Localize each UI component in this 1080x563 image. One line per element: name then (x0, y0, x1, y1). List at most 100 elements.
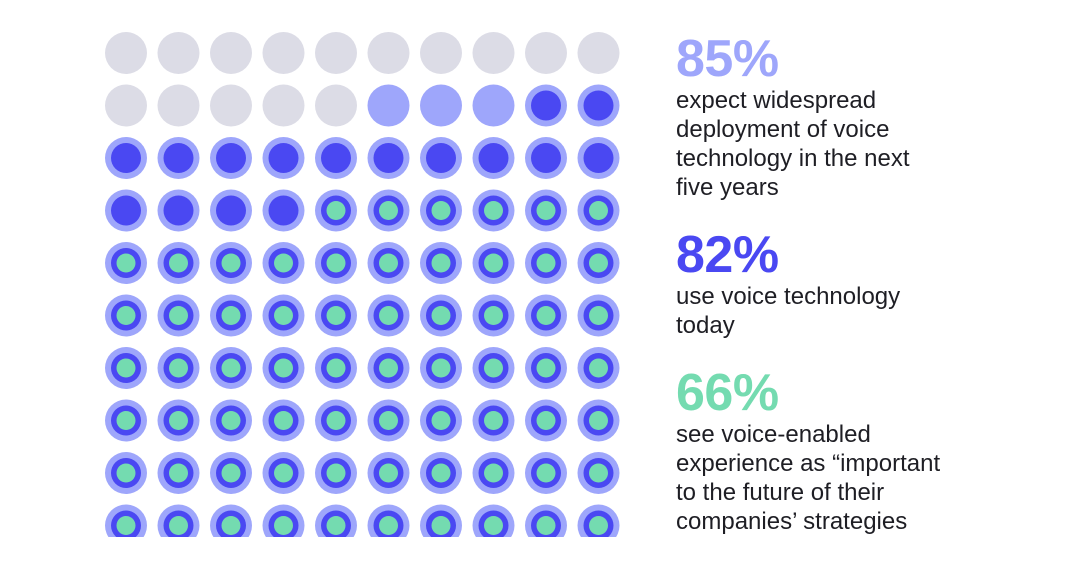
waffle-cell (525, 504, 567, 537)
stat-85-line: deployment of voice (676, 116, 890, 143)
waffle-cell (367, 504, 410, 537)
waffle-ring-66 (274, 253, 293, 273)
waffle-ring-66 (484, 358, 503, 378)
waffle-cell (105, 84, 147, 127)
waffle-cell (262, 399, 305, 442)
waffle-ring-66 (431, 516, 451, 535)
waffle-ring-82 (163, 143, 194, 173)
waffle-ring-66 (589, 463, 608, 483)
waffle-cell (315, 84, 357, 127)
waffle-cell (157, 504, 200, 537)
waffle-ring-66 (326, 201, 346, 220)
waffle-cell (525, 84, 567, 127)
waffle-cell (577, 32, 620, 74)
waffle-cell (367, 137, 410, 179)
waffle-chart (105, 32, 620, 537)
waffle-ring-66 (431, 411, 451, 430)
waffle-ring-66 (169, 463, 188, 483)
waffle-cell (315, 189, 357, 232)
waffle-ring-66 (431, 306, 451, 325)
waffle-ring-66 (326, 358, 346, 378)
waffle-cell (472, 32, 515, 74)
waffle-ring-66 (484, 201, 503, 220)
waffle-cell (420, 399, 462, 442)
waffle-cell-empty (210, 84, 252, 127)
waffle-cell (105, 294, 147, 337)
stat-85-block: 85% expect widespread deployment of voic… (676, 32, 1066, 202)
waffle-cell (105, 399, 147, 442)
waffle-cell (315, 347, 357, 389)
waffle-cell (577, 399, 620, 442)
waffle-ring-66 (116, 411, 136, 430)
waffle-ring-66 (116, 306, 136, 325)
waffle-cell (157, 84, 200, 127)
waffle-cell-empty (262, 84, 305, 127)
waffle-cell (420, 84, 462, 127)
stat-66-line: experience as “important (676, 450, 941, 477)
waffle-ring-82 (216, 143, 246, 173)
waffle-ring-82 (163, 195, 194, 226)
waffle-cell (472, 294, 515, 337)
waffle-cell (315, 32, 357, 74)
waffle-cell (157, 452, 200, 494)
stat-66-line: to the future of their (676, 479, 885, 506)
waffle-ring-82 (111, 195, 141, 226)
waffle-ring-66 (536, 253, 556, 273)
waffle-cell (157, 137, 200, 179)
waffle-ring-66 (221, 411, 241, 430)
waffle-cell (367, 189, 410, 232)
stat-82-block: 82% use voice technology today (676, 228, 1066, 340)
waffle-ring-66 (274, 411, 293, 430)
waffle-cell (577, 294, 620, 337)
waffle-ring-66 (169, 306, 188, 325)
waffle-ring-66 (484, 516, 503, 535)
waffle-ring-66 (379, 358, 398, 378)
waffle-ring-66 (379, 411, 398, 430)
waffle-cell (210, 32, 252, 74)
waffle-ring-66 (589, 306, 608, 325)
waffle-ring-85 (367, 84, 410, 127)
waffle-cell (367, 347, 410, 389)
waffle-cell (577, 84, 620, 127)
waffle-cell (420, 242, 462, 284)
waffle-ring-82 (583, 143, 614, 173)
waffle-cell (105, 452, 147, 494)
waffle-ring-66 (169, 516, 188, 535)
waffle-cell (105, 504, 147, 537)
stats-panel: 85% expect widespread deployment of voic… (676, 32, 1066, 536)
waffle-cell (525, 137, 567, 179)
waffle-ring-66 (431, 201, 451, 220)
waffle-cell (577, 347, 620, 389)
waffle-ring-66 (326, 463, 346, 483)
waffle-ring-66 (536, 463, 556, 483)
waffle-cell (315, 137, 357, 179)
waffle-ring-66 (379, 463, 398, 483)
waffle-cell-empty (472, 32, 515, 74)
waffle-cell-empty (105, 84, 147, 127)
waffle-cell (210, 137, 252, 179)
waffle-cell (262, 84, 305, 127)
waffle-ring-82 (426, 143, 456, 173)
waffle-ring-66 (221, 253, 241, 273)
waffle-ring-66 (589, 516, 608, 535)
waffle-ring-66 (116, 358, 136, 378)
waffle-ring-66 (484, 253, 503, 273)
waffle-ring-66 (536, 201, 556, 220)
waffle-cell (367, 294, 410, 337)
stat-66-line: see voice-enabled (676, 421, 871, 448)
waffle-ring-66 (431, 253, 451, 273)
waffle-cell (262, 242, 305, 284)
stat-66-percent: 66% (676, 364, 779, 422)
waffle-ring-82 (111, 143, 141, 173)
waffle-cell (420, 347, 462, 389)
stat-85-line: expect widespread (676, 87, 877, 114)
waffle-cell (105, 137, 147, 179)
waffle-cell (210, 452, 252, 494)
waffle-cell (472, 347, 515, 389)
waffle-ring-82 (583, 90, 614, 121)
waffle-ring-82 (268, 195, 299, 226)
waffle-cell-empty (315, 84, 357, 127)
waffle-cell (472, 399, 515, 442)
waffle-ring-66 (116, 516, 136, 535)
waffle-ring-66 (274, 358, 293, 378)
